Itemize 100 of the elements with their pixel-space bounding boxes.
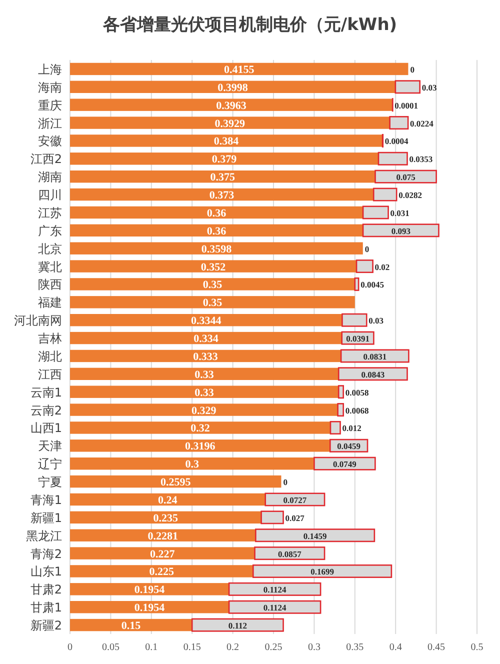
x-tick-label: 0.15: [183, 642, 201, 653]
bar: [70, 206, 364, 219]
bar: [70, 368, 339, 380]
chart-title: 各省增量光伏项目机制电价（元/kWh): [102, 15, 398, 35]
y-tick-label: 云南2: [30, 403, 62, 418]
bar: [70, 404, 338, 416]
bar: [70, 565, 254, 578]
y-tick-label: 天津: [38, 439, 62, 454]
bar: [70, 618, 192, 632]
bar: [70, 332, 342, 344]
data-label: 0.02: [374, 262, 390, 272]
data-label: 0.031: [390, 208, 410, 218]
bar: [70, 422, 330, 434]
data-label: 0.0068: [345, 405, 369, 416]
y-tick-label: 浙江: [38, 116, 62, 130]
y-tick-label: 江西: [38, 367, 62, 382]
data-label: 0.36: [206, 207, 227, 220]
bar: [70, 583, 230, 596]
data-label: 0.35: [202, 279, 223, 292]
data-label: 0.0001: [394, 100, 418, 110]
bar: [70, 511, 262, 524]
data-label: 0.2281: [148, 530, 178, 542]
data-label: 0.384: [214, 136, 240, 148]
y-tick-label: 辽宁: [38, 457, 62, 472]
y-tick-label: 新疆2: [30, 618, 62, 633]
data-label: 0: [364, 244, 370, 254]
y-tick-label: 河北南网: [14, 314, 62, 328]
data-label: 0.15: [121, 620, 142, 632]
y-tick-label: 青海2: [30, 546, 62, 561]
bar: [70, 547, 255, 560]
bar: [70, 493, 266, 506]
bar: [70, 386, 339, 398]
data-label: 0.012: [342, 423, 362, 434]
y-tick-label: 黑龙江: [26, 528, 62, 543]
bar: [330, 420, 341, 434]
bar: [70, 600, 230, 614]
y-tick-label: 湖北: [38, 349, 62, 364]
y-tick-label: 重庆: [38, 98, 62, 112]
data-label: 0.3963: [216, 100, 247, 112]
data-label: 0.075: [396, 172, 416, 182]
y-tick-label: 甘肃2: [30, 582, 62, 597]
bar: [70, 242, 363, 254]
data-label: 0.0004: [384, 136, 410, 146]
y-tick-label: 上海: [38, 62, 62, 76]
data-label: 0.3929: [214, 118, 246, 130]
bar: [337, 403, 344, 417]
data-label: 0.35: [202, 297, 223, 310]
data-label: 0.0831: [363, 351, 387, 362]
data-label: 0.352: [200, 261, 226, 274]
data-label: 0.03: [422, 82, 437, 92]
data-label: 0.0459: [337, 441, 361, 452]
bar: [70, 260, 357, 272]
data-label: 0.4155: [224, 64, 255, 76]
bar: [70, 529, 256, 542]
data-label: 0.0353: [409, 154, 433, 164]
data-label: 0.235: [153, 512, 179, 524]
bar: [70, 80, 396, 94]
y-tick-label: 陕西: [38, 278, 62, 292]
bar: [70, 350, 342, 362]
data-label: 0.3598: [201, 243, 232, 256]
data-label: 0.3998: [218, 82, 248, 94]
bar: [70, 170, 376, 183]
data-label: 0.33: [194, 368, 214, 381]
y-tick-label: 吉林: [38, 332, 62, 346]
data-label: 0.112: [228, 620, 248, 631]
bar: [70, 116, 390, 129]
y-tick-label: 山东1: [30, 564, 62, 579]
y-tick-label: 四川: [38, 188, 62, 202]
data-label: 0.03: [368, 316, 384, 326]
data-label: 0: [283, 477, 288, 488]
data-label: 0.0843: [361, 369, 385, 380]
data-label: 0: [410, 64, 414, 74]
bar: [70, 278, 355, 290]
data-label: 0.1124: [263, 584, 288, 595]
bar: [70, 134, 383, 147]
y-tick-label: 海南: [38, 80, 62, 94]
data-label: 0.3: [185, 458, 200, 471]
data-label: 0.36: [206, 225, 227, 238]
data-label: 0.027: [285, 512, 306, 523]
bar: [70, 224, 364, 237]
data-label: 0.1954: [134, 602, 166, 614]
bar: [70, 440, 330, 452]
y-tick-label: 云南1: [30, 385, 62, 400]
x-tick-label: 0.1: [145, 642, 158, 653]
y-tick-label: 冀北: [38, 260, 62, 274]
bar: [70, 475, 282, 488]
x-tick-label: 0.05: [102, 642, 120, 653]
y-tick-label: 甘肃1: [30, 600, 62, 615]
data-label: 0.227: [150, 548, 176, 560]
bar: [70, 457, 314, 470]
data-label: 0.1459: [303, 530, 327, 541]
bar: [70, 188, 374, 201]
x-tick-label: 0: [68, 642, 72, 653]
data-label: 0.0282: [398, 190, 422, 200]
data-label: 0.2595: [160, 476, 192, 489]
x-tick-label: 0.25: [264, 642, 282, 653]
x-tick-label: 0.2: [226, 642, 240, 653]
data-label: 0.0727: [283, 494, 308, 505]
data-label: 0.375: [210, 172, 236, 184]
data-label: 0.33: [194, 386, 214, 399]
